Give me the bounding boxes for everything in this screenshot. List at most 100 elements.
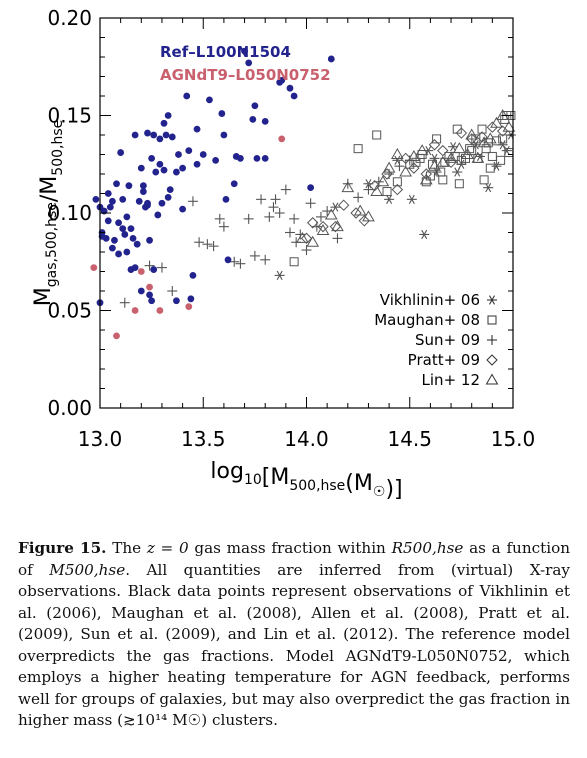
point-maughan-08-34 [498,134,508,144]
point-ref-l100n1504-85 [278,77,286,84]
point-ref-l100n1504-46 [156,160,164,168]
point-vikhlinin-06-15 [483,183,494,193]
point-maughan-08-32 [491,136,501,146]
point-pratt-09-16 [455,127,468,139]
point-ref-l100n1504-64 [189,272,197,279]
point-vikhlinin-06-11 [452,167,463,177]
point-ref-l100n1504-18 [119,225,127,233]
point-ref-l100n1504-17 [119,195,127,203]
point-lin-12-11 [390,148,404,159]
point-sun-09-14 [256,194,267,205]
point-ref-l100n1504-0 [92,195,100,203]
point-sun-09-11 [235,258,246,269]
point-agndt9-l050n0752-7 [278,135,286,143]
point-vikhlinin-06-10 [448,142,459,152]
x-axis-label: log10[M500,hse(M☉)] [210,459,402,502]
point-pratt-09-15 [445,156,457,169]
point-sun-09-21 [284,227,295,238]
point-ref-l100n1504-7 [104,217,112,225]
legend: Ref–L100N1504 AGNdT9–L050N0752 Vikhlinin+ … [160,43,499,389]
point-ref-l100n1504-87 [290,92,298,100]
point-maughan-08-0 [289,257,299,267]
y-tick-label: 0.20 [47,6,92,30]
point-ref-l100n1504-53 [164,194,172,201]
point-ref-l100n1504-37 [144,129,151,137]
point-sun-09-9 [218,221,229,232]
point-sun-09-8 [214,213,225,224]
point-lin-12-22 [471,151,485,163]
point-lin-12-8 [370,185,384,197]
point-maughan-08-26 [477,124,487,134]
point-ref-l100n1504-22 [125,182,133,190]
point-lin-12-10 [382,161,396,173]
point-ref-l100n1504-20 [123,248,131,256]
legend-diamond-icon [486,354,498,366]
point-sun-09-5 [194,237,205,248]
point-ref-l100n1504-32 [139,188,147,195]
point-ref-l100n1504-13 [113,180,120,188]
point-ref-l100n1504-76 [237,155,244,162]
caption-r500: R500,hse [391,539,464,557]
point-sun-09-22 [289,213,300,224]
point-pratt-09-19 [486,121,499,133]
point-ref-l100n1504-73 [224,256,232,264]
point-lin-12-20 [461,148,474,159]
y-tick-label: 0.00 [47,396,92,420]
point-pratt-09-4 [337,199,350,211]
point-sun-09-20 [280,184,291,195]
point-lin-12-7 [362,210,375,222]
point-ref-l100n1504-40 [148,155,156,162]
point-ref-l100n1504-55 [168,133,176,141]
point-sun-09-30 [332,233,343,244]
point-ref-l100n1504-16 [117,149,125,156]
point-sun-09-36 [394,161,405,172]
point-ref-l100n1504-31 [137,287,145,295]
point-sun-09-0 [119,297,130,308]
point-ref-l100n1504-30 [137,164,145,172]
point-ref-l100n1504-77 [241,47,248,55]
point-maughan-08-23 [467,146,477,156]
point-ref-l100n1504-74 [230,180,238,188]
legend-plus-icon [487,335,497,345]
point-maughan-08-30 [485,163,495,173]
point-ref-l100n1504-15 [115,250,122,258]
point-lin-12-5 [341,181,355,193]
point-ref-l100n1504-29 [135,197,143,205]
point-pratt-09-18 [476,131,488,143]
point-ref-l100n1504-57 [173,297,180,305]
point-sun-09-13 [249,250,260,261]
point-ref-l100n1504-27 [131,264,139,271]
point-ref-l100n1504-9 [106,203,114,211]
point-lin-12-6 [353,204,367,216]
point-ref-l100n1504-71 [220,131,228,139]
caption-redshift: z = 0 [146,539,189,557]
point-ref-l100n1504-83 [261,117,269,125]
point-pratt-09-6 [358,215,371,227]
caption-text-4: . All quantities are inferred from (virt… [18,560,571,730]
point-pratt-09-3 [329,220,342,233]
point-ref-l100n1504-67 [199,151,207,158]
point-ref-l100n1504-47 [156,135,164,143]
point-ref-l100n1504-48 [158,199,166,207]
point-sun-09-12 [243,213,254,224]
point-ref-l100n1504-65 [193,160,201,168]
point-sun-09-26 [305,198,316,209]
point-sun-09-17 [268,202,279,213]
point-pratt-09-2 [317,220,329,233]
point-ref-l100n1504-11 [108,244,116,252]
x-tick-label: 14.0 [284,427,329,451]
point-lin-12-27 [502,120,516,132]
point-maughan-08-28 [481,144,491,154]
point-pratt-09-11 [408,162,420,174]
point-agndt9-l050n0752-3 [137,268,145,275]
point-ref-l100n1504-56 [173,168,180,176]
point-sun-09-4 [187,196,198,207]
point-pratt-09-12 [420,168,432,180]
point-lin-12-0 [296,231,309,243]
point-agndt9-l050n0752-2 [131,307,139,314]
point-vikhlinin-06-1 [330,202,341,212]
legend-obs-label: Lin+ 12 [422,371,480,389]
point-sun-09-7 [208,241,219,252]
point-ref-l100n1504-86 [286,84,294,92]
point-ref-l100n1504-58 [175,151,182,158]
